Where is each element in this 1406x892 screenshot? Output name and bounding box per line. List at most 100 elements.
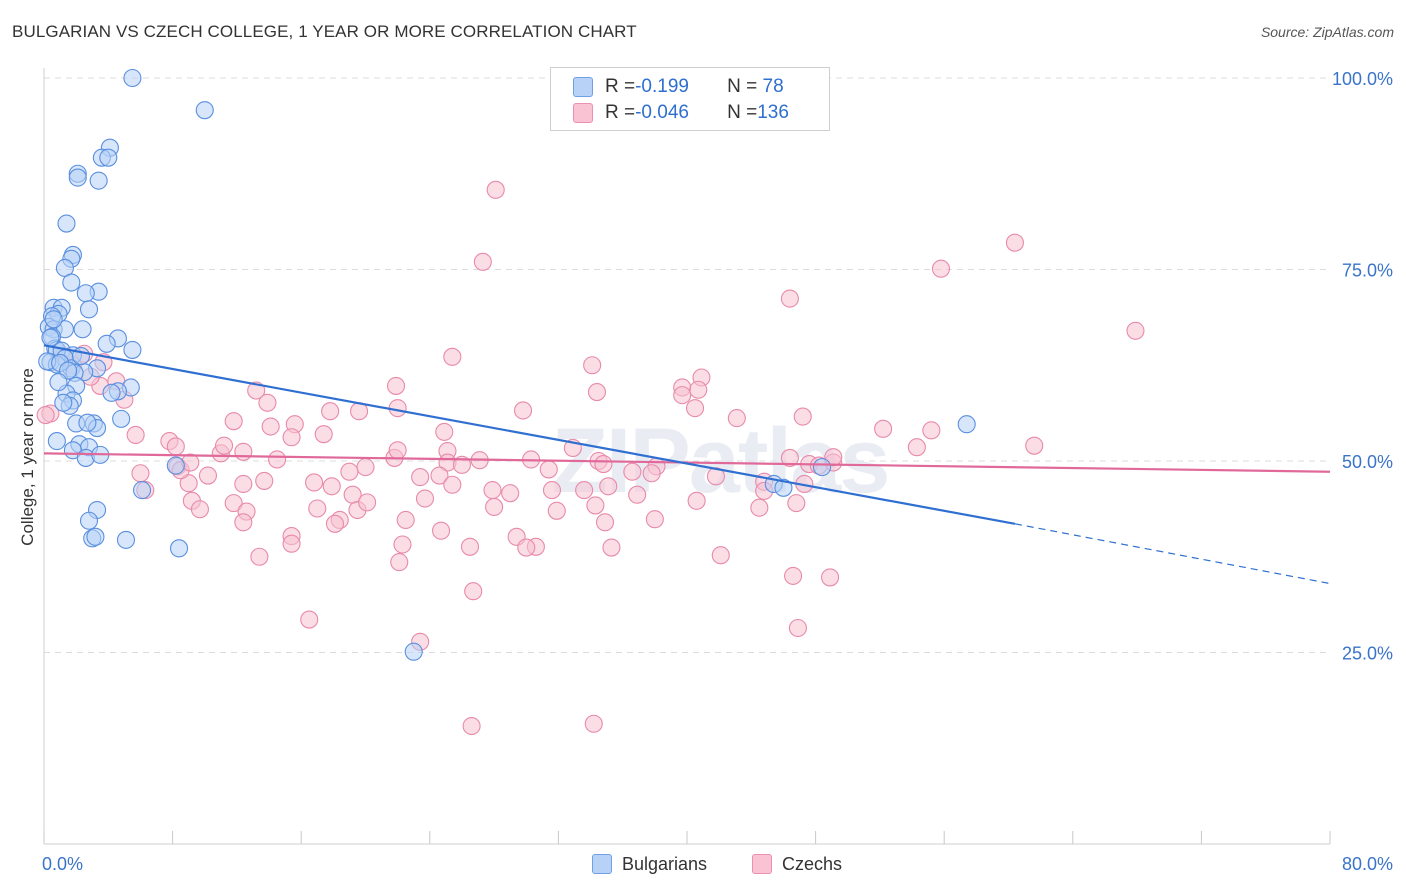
czechs-point: [126, 425, 145, 445]
czechs-point: [784, 566, 803, 585]
bulgarians-point: [79, 300, 99, 319]
legend-swatch-bulgarians: [573, 77, 593, 97]
czechs-point: [443, 475, 462, 494]
bulgarians-point: [169, 539, 189, 558]
czechs-point: [922, 421, 941, 440]
legend-n-label: N =: [727, 76, 758, 97]
czechs-point: [166, 437, 185, 456]
czechs-point: [642, 464, 661, 483]
czechs-point: [388, 441, 407, 460]
czechs-point: [234, 442, 253, 461]
legend-n-value: 136: [757, 102, 789, 123]
czechs-point: [788, 618, 807, 638]
bottom-legend-label-bulgarians: Bulgarians: [622, 853, 708, 874]
czechs-point: [575, 481, 594, 500]
bulgarians-point: [97, 334, 116, 353]
czechs-point: [300, 610, 319, 629]
czechs-point: [214, 436, 234, 455]
czechs-point: [483, 481, 502, 500]
czechs-point: [685, 399, 705, 418]
czechs-point: [485, 497, 504, 517]
legend-row-czechs: R = -0.046 N = 136: [573, 101, 789, 125]
czechs-point: [430, 466, 449, 485]
czechs-point: [501, 484, 520, 503]
bottom-legend-label-czechs: Czechs: [782, 853, 843, 874]
axes: [43, 68, 1331, 845]
czechs-point: [586, 496, 605, 515]
czechs-point: [687, 491, 706, 510]
czechs-point: [464, 582, 483, 601]
czechs-point: [282, 428, 301, 447]
bulgarians-point: [123, 340, 142, 359]
czechs-point: [224, 494, 243, 513]
czechs-point: [513, 401, 533, 420]
czechs-point: [750, 498, 769, 517]
legend-n-value: 78: [757, 76, 784, 97]
czechs-point: [131, 464, 150, 483]
bulgarians-point: [957, 415, 976, 434]
czechs-point: [602, 538, 621, 557]
legend-r-value: -0.199: [635, 76, 689, 97]
czechs-point: [539, 460, 558, 479]
czechs-point: [711, 546, 730, 565]
series-czechs: [36, 180, 1145, 736]
bulgarians-point: [44, 310, 63, 329]
bulgarians-point: [404, 642, 423, 661]
bottom-legend-czechs: Czechs: [752, 853, 842, 875]
bulgarians-point: [57, 214, 76, 233]
tick-labels: 25.0% 50.0% 75.0% 100.0% 0.0% 80.0%: [42, 69, 1393, 874]
czechs-point: [258, 393, 277, 412]
czechs-point: [36, 405, 55, 425]
czechs-point: [645, 510, 664, 529]
bulgarians-point: [68, 168, 87, 187]
x-tick-label: 80.0%: [1342, 854, 1393, 874]
czechs-point: [628, 485, 647, 504]
czechs-point: [415, 489, 435, 508]
czechs-point: [780, 448, 799, 467]
bulgarians-trend-line: [43, 344, 1016, 525]
bulgarians-point: [89, 171, 108, 190]
bulgarians-point: [166, 456, 185, 475]
czechs-point: [234, 474, 253, 494]
legend-r-label: R =: [605, 76, 636, 97]
czechs-point: [322, 477, 341, 496]
source-label: Source: ZipAtlas.com: [1260, 24, 1394, 40]
czechs-point: [305, 473, 324, 492]
czechs-point: [1005, 233, 1024, 252]
czechs-point: [462, 716, 481, 736]
czechs-point: [821, 568, 840, 587]
x-tick-label: 0.0%: [42, 854, 83, 874]
czechs-point: [1025, 436, 1044, 455]
bulgarians-point: [112, 409, 131, 428]
y-tick-label: 100.0%: [1332, 69, 1393, 89]
bulgarians-point: [54, 393, 73, 412]
czechs-point: [907, 438, 926, 457]
czechs-point: [396, 510, 415, 530]
czechs-point: [255, 471, 274, 490]
bulgarians-point: [774, 478, 793, 497]
legend-row-bulgarians: R = -0.199 N = 78: [573, 75, 784, 99]
legend-swatch-czechs: [573, 103, 593, 123]
czechs-point: [390, 553, 409, 572]
czechs-point: [411, 468, 430, 487]
bulgarians-point: [62, 273, 81, 292]
bulgarians-point: [47, 432, 66, 451]
czechs-point: [321, 402, 340, 421]
legend-r-label: R =: [605, 102, 636, 123]
bulgarians-point: [73, 320, 92, 339]
czechs-point: [247, 381, 266, 400]
gridlines: [44, 77, 1330, 653]
bottom-legend-swatch-czechs: [752, 854, 772, 874]
czechs-point: [198, 466, 218, 485]
czechs-point: [874, 419, 893, 438]
czechs-point: [1126, 321, 1145, 340]
bulgarians-point: [76, 284, 95, 303]
czechs-point: [443, 347, 462, 366]
czechs-point: [623, 462, 642, 481]
czechs-point: [689, 380, 708, 399]
czechs-point: [325, 514, 345, 533]
czechs-point: [234, 513, 253, 532]
y-tick-label: 50.0%: [1342, 452, 1393, 472]
czechs-point: [282, 534, 301, 553]
